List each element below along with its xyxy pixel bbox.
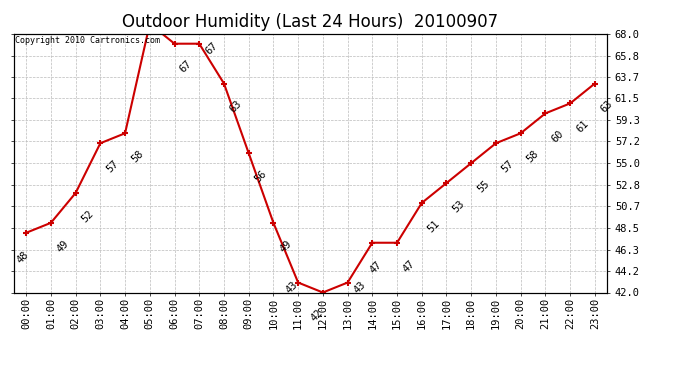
Text: 43: 43: [284, 280, 300, 296]
Text: 61: 61: [574, 119, 590, 135]
Text: 51: 51: [426, 218, 442, 234]
Text: 67: 67: [204, 41, 219, 57]
Text: 67: 67: [177, 59, 193, 75]
Text: 53: 53: [451, 198, 466, 214]
Text: 42: 42: [309, 308, 325, 324]
Text: 57: 57: [500, 159, 516, 174]
Text: 52: 52: [80, 208, 96, 224]
Text: 47: 47: [401, 258, 417, 274]
Text: Copyright 2010 Cartronics.com: Copyright 2010 Cartronics.com: [15, 36, 160, 45]
Text: 63: 63: [228, 99, 244, 115]
Text: 49: 49: [55, 238, 71, 254]
Text: 55: 55: [475, 178, 491, 194]
Text: 63: 63: [599, 99, 615, 115]
Text: 69: 69: [0, 374, 1, 375]
Text: 58: 58: [525, 148, 541, 165]
Text: 43: 43: [352, 280, 368, 296]
Text: 56: 56: [253, 168, 269, 184]
Text: 48: 48: [15, 249, 31, 266]
Text: 47: 47: [368, 260, 384, 275]
Text: 57: 57: [104, 159, 121, 174]
Title: Outdoor Humidity (Last 24 Hours)  20100907: Outdoor Humidity (Last 24 Hours) 2010090…: [122, 13, 499, 31]
Text: 49: 49: [277, 238, 293, 254]
Text: 60: 60: [549, 129, 566, 144]
Text: 58: 58: [129, 148, 145, 165]
